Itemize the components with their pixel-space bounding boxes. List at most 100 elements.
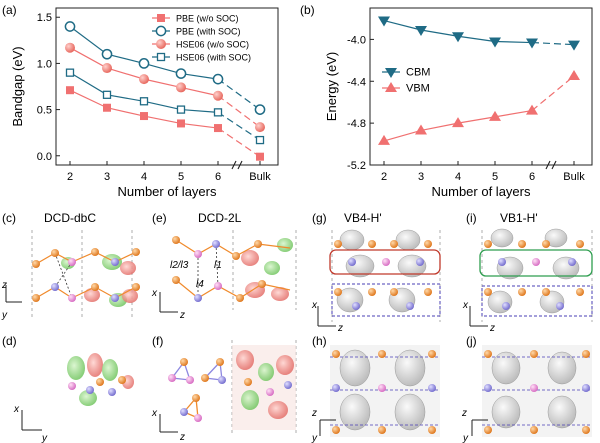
data-point	[65, 68, 75, 77]
panel-i-label: (i)	[466, 211, 477, 225]
axis-label: x	[462, 300, 469, 311]
highlight-box-green	[479, 249, 593, 277]
axis-triad-e: x z	[151, 288, 185, 321]
panel-d: (d) x y	[2, 334, 134, 443]
axis-break	[231, 160, 237, 170]
data-point	[213, 108, 223, 117]
panel-g-title: VB4-H'	[344, 211, 382, 225]
axis-label: x	[151, 288, 158, 299]
series-line-dashed	[217, 78, 261, 111]
data-point	[568, 70, 580, 81]
panel-i-title: VB1-H'	[500, 211, 538, 225]
x-tick-label: Bulk	[563, 171, 585, 183]
legend-label: VBM	[406, 83, 430, 95]
data-point	[415, 25, 427, 36]
panel-c-title: DCD-dbC	[44, 211, 96, 225]
axis-label: y	[1, 310, 8, 321]
axis-label: x	[151, 408, 158, 419]
data-point	[213, 90, 223, 101]
highlight-box-blue	[481, 285, 593, 317]
data-point	[102, 63, 112, 74]
data-point	[452, 32, 464, 43]
legend-label: PBE (with SOC)	[176, 27, 241, 37]
panel-j-label: (j)	[466, 334, 477, 348]
series-line-dashed	[217, 127, 261, 158]
dcd-dbc-structure	[31, 230, 140, 318]
data-point	[177, 119, 185, 128]
panel-a-label: (a)	[2, 3, 17, 17]
panel-h-label: (h)	[312, 334, 327, 348]
data-point	[526, 38, 538, 49]
data-point	[175, 68, 187, 79]
bond-label: l1	[214, 260, 222, 271]
data-point	[140, 112, 148, 121]
x-tick-label: 6	[215, 171, 221, 183]
x-tick-label: 4	[455, 171, 461, 183]
data-point	[385, 82, 397, 92]
series-line-dashed	[531, 41, 575, 46]
axis-label: x	[13, 404, 20, 415]
y-axis-label: Energy (eV)	[324, 52, 339, 121]
x-tick-label: 3	[418, 171, 424, 183]
y-tick-label: -4.8	[347, 118, 366, 130]
data-point	[155, 25, 167, 37]
data-point	[489, 110, 501, 121]
axis-label: z	[311, 408, 317, 419]
axis-triad-g: x z	[311, 300, 343, 334]
axis-label: z	[179, 310, 185, 321]
plot-frame	[369, 7, 593, 166]
axis-triad-j: z y	[461, 408, 488, 443]
data-point	[254, 104, 266, 115]
data-point	[102, 90, 112, 99]
bandgap-chart: 0.0 0.5 1.0 1.5 2 3 4 5 6 Bulk Number of layers Ban…	[10, 7, 279, 199]
axis-triad-h: z y	[311, 408, 336, 443]
data-point	[255, 135, 265, 145]
data-point	[64, 21, 76, 32]
axis-label: z	[179, 432, 185, 443]
legend-label: HSE06 (w/o SOC)	[176, 40, 249, 50]
series-line	[69, 89, 219, 129]
axis-label: y	[462, 433, 469, 443]
dcd-dbc-side-view	[67, 353, 134, 406]
dcd-2l-side-view	[168, 340, 297, 435]
y-tick-label: -4.0	[347, 34, 366, 46]
panel-e-title: DCD-2L	[198, 211, 242, 225]
y-tick-label: -5.2	[347, 160, 366, 172]
data-point	[489, 37, 501, 48]
bond-label: l2/l3	[170, 260, 189, 271]
panel-i: (i) VB1-H'	[462, 211, 593, 334]
data-point	[452, 117, 464, 128]
orbital-lobe	[84, 288, 100, 302]
panel-d-label: (d)	[2, 334, 17, 348]
panel-a: (a) 0.0 0.5 1.0 1.5 2 3 4 5 6 Bulk Number of layer…	[2, 3, 279, 199]
axis-triad-d: x y	[13, 404, 48, 443]
axis-break	[551, 160, 557, 170]
axis-label: z	[489, 323, 495, 334]
energy-chart: -4.0 -4.4 -4.8 -5.2 2 3 4 5 6 Bulk Number of layer…	[324, 7, 593, 199]
panel-g-label: (g)	[312, 211, 327, 225]
x-tick-label: Bulk	[249, 171, 271, 183]
x-tick-label: 2	[67, 171, 73, 183]
series-line-dashed	[217, 95, 261, 128]
data-point	[139, 97, 149, 106]
highlight-box-red	[329, 249, 441, 275]
data-point	[156, 39, 166, 49]
panel-g: (g) VB4-H'	[311, 211, 441, 334]
panel-b-label: (b)	[300, 3, 315, 17]
data-point	[385, 68, 397, 78]
data-point	[103, 103, 111, 112]
legend-label: CBM	[406, 67, 430, 79]
data-point	[415, 124, 427, 135]
panel-j: (j) z y	[461, 334, 592, 443]
legend-label: HSE06 (with SOC)	[176, 53, 251, 63]
axis-triad-i: x z	[462, 300, 495, 334]
data-point	[212, 73, 224, 85]
data-point	[66, 86, 74, 95]
dcd-2l-structure: l2/l3 l4 l1	[170, 230, 297, 310]
x-tick-label: 5	[492, 171, 498, 183]
data-point	[568, 40, 580, 51]
axis-label: z	[1, 280, 7, 291]
panel-f: (f) x	[151, 334, 297, 443]
data-point	[378, 134, 390, 145]
